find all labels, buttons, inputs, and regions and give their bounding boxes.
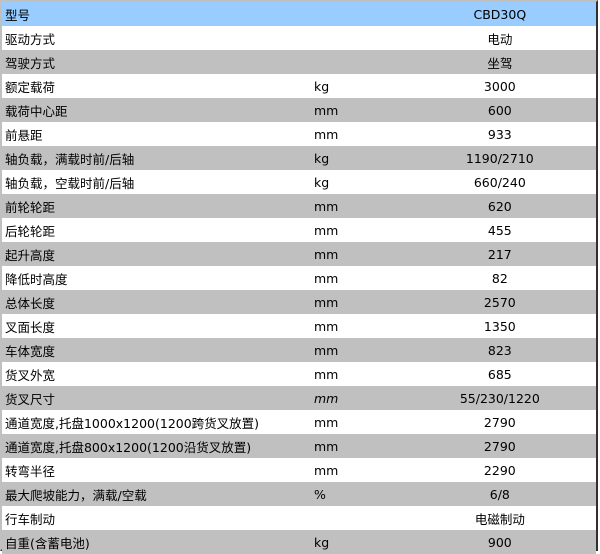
row-label: 最大爬坡能力，满载/空载	[5, 487, 147, 503]
table-row: 前悬距 mm 933	[2, 122, 596, 146]
row-unit: mm	[313, 390, 339, 406]
table-row: 降低时高度 mm 82	[2, 266, 596, 290]
table-row: 前轮轮距 mm 620	[2, 194, 596, 218]
row-label: 总体长度	[5, 295, 56, 311]
row-unit: mm	[313, 198, 339, 214]
row-label: 货叉外宽	[5, 367, 56, 383]
row-label: 后轮轮距	[5, 223, 56, 239]
table-row: 自重(含蓄电池) kg 900	[2, 530, 596, 554]
row-value: 6/8	[489, 486, 510, 502]
row-value: 1190/2710	[465, 150, 534, 166]
row-value: 900	[487, 534, 512, 550]
row-unit: kg	[313, 174, 330, 190]
row-value: 217	[487, 246, 512, 262]
row-unit: %	[313, 486, 326, 502]
row-unit: mm	[313, 246, 339, 262]
row-value: 600	[487, 102, 512, 118]
row-unit: mm	[313, 294, 339, 310]
row-label: 降低时高度	[5, 271, 68, 287]
table-header-row: 型号 CBD30Q	[2, 2, 596, 26]
table-row: 通道宽度,托盘800x1200(1200沿货叉放置) mm 2790	[2, 434, 596, 458]
table-row: 载荷中心距 mm 600	[2, 98, 596, 122]
row-label: 前轮轮距	[5, 199, 56, 215]
row-unit: mm	[313, 318, 339, 334]
row-unit: kg	[313, 78, 330, 94]
row-unit: mm	[313, 126, 339, 142]
row-label: 轴负载，空载时前/后轴	[5, 175, 135, 191]
table-row: 叉面长度 mm 1350	[2, 314, 596, 338]
row-value: 电动	[487, 31, 513, 47]
table-row: 起升高度 mm 217	[2, 242, 596, 266]
table-row: 车体宽度 mm 823	[2, 338, 596, 362]
row-unit: kg	[313, 534, 330, 550]
row-value: 1350	[483, 318, 516, 334]
header-label: 型号	[5, 7, 31, 23]
row-label: 驱动方式	[5, 31, 56, 47]
row-label: 行车制动	[5, 511, 56, 527]
row-label: 自重(含蓄电池)	[5, 535, 90, 551]
row-label: 货叉尺寸	[5, 391, 56, 407]
table-row: 轴负载，满载时前/后轴 kg 1190/2710	[2, 146, 596, 170]
row-unit: mm	[313, 462, 339, 478]
row-unit: mm	[313, 342, 339, 358]
row-unit: mm	[313, 102, 339, 118]
row-unit: mm	[313, 414, 339, 430]
row-value: 2790	[483, 438, 516, 454]
row-label: 驾驶方式	[5, 55, 56, 71]
row-label: 前悬距	[5, 127, 43, 143]
table-row: 通道宽度,托盘1000x1200(1200跨货叉放置) mm 2790	[2, 410, 596, 434]
table-row: 货叉外宽 mm 685	[2, 362, 596, 386]
row-unit: kg	[313, 150, 330, 166]
row-value: 2290	[483, 462, 516, 478]
row-unit: mm	[313, 270, 339, 286]
row-label: 通道宽度,托盘800x1200(1200沿货叉放置)	[5, 439, 252, 455]
row-value: 2790	[483, 414, 516, 430]
row-label: 载荷中心距	[5, 103, 68, 119]
row-unit: mm	[313, 366, 339, 382]
row-value: 660/240	[473, 174, 526, 190]
row-label: 通道宽度,托盘1000x1200(1200跨货叉放置)	[5, 415, 260, 431]
table-row: 驾驶方式 坐驾	[2, 50, 596, 74]
table-row: 转弯半径 mm 2290	[2, 458, 596, 482]
table-row: 额定载荷 kg 3000	[2, 74, 596, 98]
row-unit: mm	[313, 438, 339, 454]
row-value: 82	[491, 270, 508, 286]
table-row: 驱动方式 电动	[2, 26, 596, 50]
row-label: 转弯半径	[5, 463, 56, 479]
row-value: 823	[487, 342, 512, 358]
row-label: 轴负载，满载时前/后轴	[5, 151, 135, 167]
row-value: 3000	[483, 78, 516, 94]
row-label: 叉面长度	[5, 319, 56, 335]
table-row: 最大爬坡能力，满载/空载% 6/8	[2, 482, 596, 506]
row-value: 455	[487, 222, 512, 238]
table-row: 总体长度 mm 2570	[2, 290, 596, 314]
row-value: 电磁制动	[474, 511, 525, 527]
row-value: 933	[487, 126, 512, 142]
row-unit: mm	[313, 222, 339, 238]
row-value: 55/230/1220	[459, 390, 540, 406]
table-row: 货叉尺寸 mm 55/230/1220	[2, 386, 596, 410]
row-label: 额定载荷	[5, 79, 56, 95]
table-row: 轴负载，空载时前/后轴 kg 660/240	[2, 170, 596, 194]
table-row: 行车制动 电磁制动	[2, 506, 596, 530]
row-value: 2570	[483, 294, 516, 310]
row-value: 685	[487, 366, 512, 382]
row-value: 坐驾	[487, 55, 513, 71]
table-row: 后轮轮距 mm 455	[2, 218, 596, 242]
row-value: 620	[487, 198, 512, 214]
row-label: 起升高度	[5, 247, 56, 263]
header-model-value: CBD30Q	[473, 6, 527, 22]
row-label: 车体宽度	[5, 343, 56, 359]
